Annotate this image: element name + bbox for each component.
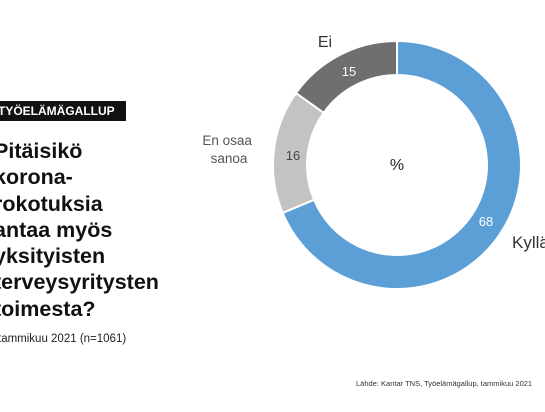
slice-category-label: Kyllä (512, 233, 545, 252)
question-title: Pitäisikö korona- rokotuksia antaa myös … (0, 138, 200, 322)
donut-slice-0 (281, 39, 522, 290)
label-line: sanoa (211, 151, 248, 166)
slice-value-label: 16 (286, 148, 300, 163)
slice-category-label: Ei (318, 34, 332, 51)
slice-category-label: En osaa sanoa (202, 133, 255, 166)
label-line: En osaa (202, 133, 252, 148)
question-line: rokotuksia (0, 191, 103, 216)
slice-value-label: 15 (342, 64, 356, 79)
question-line: Pitäisikö (0, 139, 83, 163)
slice-value-label: 68 (479, 214, 493, 229)
question-line: yksityisten (0, 244, 106, 269)
publication-badge: TYÖELÄMÄGALLUP (0, 101, 126, 121)
question-line: antaa myös (0, 217, 113, 242)
question-line: korona- (0, 165, 73, 190)
donut-center-label: % (390, 157, 404, 174)
donut-slices (272, 39, 522, 290)
source-note: Lähde: Kantar TNS, Työelämägallup, tammi… (356, 379, 533, 388)
donut-slice-2 (294, 39, 398, 115)
survey-meta: tammikuu 2021 (n=1061) (0, 333, 127, 345)
question-line: terveysyritysten (0, 270, 159, 295)
question-line: toimesta? (0, 296, 96, 321)
